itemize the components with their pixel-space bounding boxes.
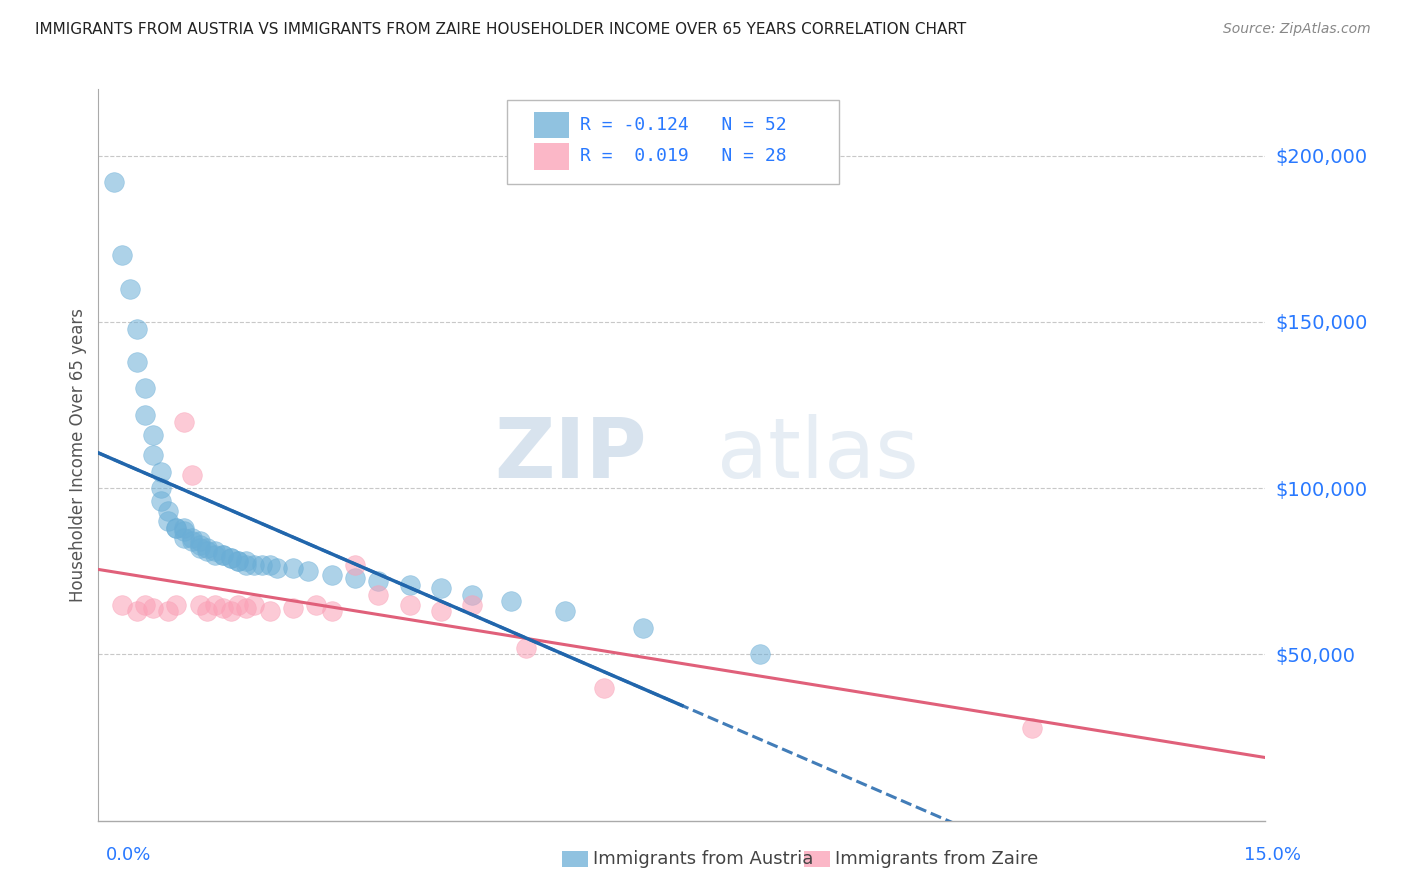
- Point: [157, 504, 180, 518]
- Point: [281, 600, 304, 615]
- Point: [228, 554, 250, 568]
- Point: [111, 248, 134, 262]
- Text: atlas: atlas: [717, 415, 918, 495]
- Point: [219, 551, 242, 566]
- Point: [111, 598, 134, 612]
- Y-axis label: Householder Income Over 65 years: Householder Income Over 65 years: [69, 308, 87, 602]
- Point: [1021, 721, 1043, 735]
- Point: [554, 604, 576, 618]
- Point: [103, 175, 125, 189]
- Point: [134, 598, 156, 612]
- Point: [748, 648, 770, 662]
- Point: [204, 544, 226, 558]
- Point: [212, 548, 235, 562]
- Point: [165, 521, 187, 535]
- Point: [305, 598, 328, 612]
- Point: [259, 604, 281, 618]
- Point: [149, 465, 172, 479]
- Point: [204, 548, 226, 562]
- Point: [367, 574, 389, 589]
- Point: [180, 531, 202, 545]
- Text: Immigrants from Zaire: Immigrants from Zaire: [835, 850, 1039, 868]
- Point: [259, 558, 281, 572]
- Point: [297, 564, 319, 578]
- Point: [142, 428, 165, 442]
- Point: [142, 448, 165, 462]
- FancyBboxPatch shape: [534, 144, 568, 169]
- FancyBboxPatch shape: [508, 100, 839, 185]
- Point: [157, 604, 180, 618]
- Point: [142, 600, 165, 615]
- Point: [235, 600, 257, 615]
- Point: [344, 558, 367, 572]
- Point: [243, 598, 266, 612]
- Point: [461, 588, 484, 602]
- Point: [243, 558, 266, 572]
- Point: [593, 681, 616, 695]
- Point: [344, 571, 367, 585]
- Point: [134, 381, 156, 395]
- Point: [631, 621, 654, 635]
- Point: [188, 598, 211, 612]
- Text: 15.0%: 15.0%: [1243, 846, 1301, 863]
- Point: [499, 594, 522, 608]
- Point: [321, 567, 343, 582]
- Point: [165, 521, 187, 535]
- Point: [173, 524, 195, 539]
- Point: [250, 558, 273, 572]
- Point: [212, 548, 235, 562]
- Text: R =  0.019   N = 28: R = 0.019 N = 28: [581, 147, 787, 166]
- Point: [219, 551, 242, 566]
- Point: [281, 561, 304, 575]
- Point: [195, 604, 218, 618]
- Point: [149, 494, 172, 508]
- Point: [149, 481, 172, 495]
- Point: [228, 554, 250, 568]
- Point: [266, 561, 288, 575]
- Point: [398, 598, 420, 612]
- Point: [127, 604, 149, 618]
- Point: [195, 544, 218, 558]
- Point: [173, 521, 195, 535]
- Point: [515, 640, 537, 655]
- Point: [429, 604, 451, 618]
- Point: [228, 598, 250, 612]
- Point: [188, 541, 211, 555]
- Point: [157, 515, 180, 529]
- Point: [367, 588, 389, 602]
- Text: Source: ZipAtlas.com: Source: ZipAtlas.com: [1223, 22, 1371, 37]
- Text: Immigrants from Austria: Immigrants from Austria: [593, 850, 814, 868]
- Point: [195, 541, 218, 555]
- Point: [127, 355, 149, 369]
- Point: [118, 282, 141, 296]
- Point: [165, 598, 187, 612]
- Point: [180, 467, 202, 482]
- Point: [188, 538, 211, 552]
- Text: IMMIGRANTS FROM AUSTRIA VS IMMIGRANTS FROM ZAIRE HOUSEHOLDER INCOME OVER 65 YEAR: IMMIGRANTS FROM AUSTRIA VS IMMIGRANTS FR…: [35, 22, 966, 37]
- Point: [321, 604, 343, 618]
- Point: [219, 604, 242, 618]
- Point: [429, 581, 451, 595]
- FancyBboxPatch shape: [534, 112, 568, 138]
- Point: [235, 554, 257, 568]
- Point: [134, 408, 156, 422]
- Point: [204, 598, 226, 612]
- Point: [173, 531, 195, 545]
- Text: R = -0.124   N = 52: R = -0.124 N = 52: [581, 116, 787, 134]
- Point: [180, 534, 202, 549]
- Point: [127, 321, 149, 335]
- Point: [188, 534, 211, 549]
- Point: [461, 598, 484, 612]
- Point: [398, 577, 420, 591]
- Point: [212, 600, 235, 615]
- Text: ZIP: ZIP: [495, 415, 647, 495]
- Point: [235, 558, 257, 572]
- Text: 0.0%: 0.0%: [105, 846, 150, 863]
- Point: [173, 415, 195, 429]
